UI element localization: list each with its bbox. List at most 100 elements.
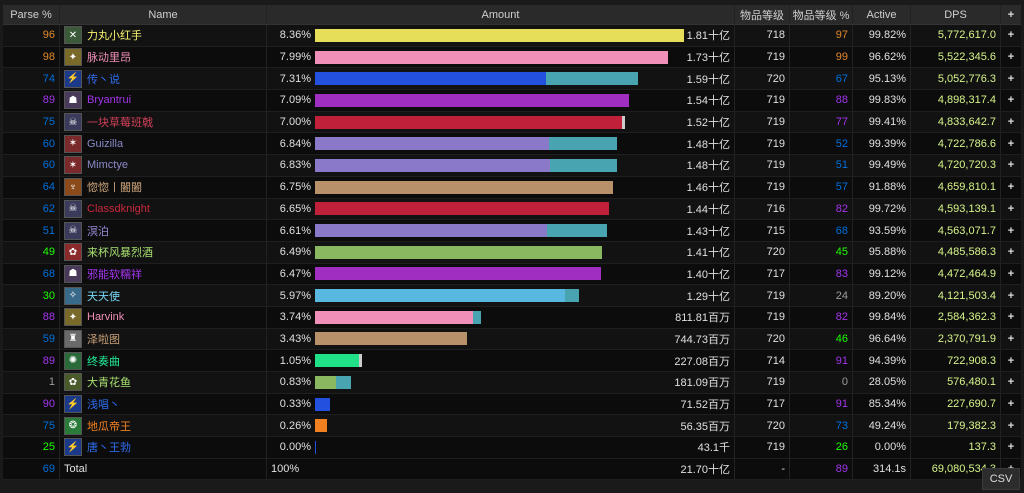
player-name-cell[interactable]: ♜ 泽啦图 (60, 328, 267, 350)
table-row[interactable]: 96 ✕ 力丸小红手 8.36% 1.81十亿 718 97 99.82% 5,772,617.… (3, 25, 1021, 47)
player-name[interactable]: 惚惚丨闔闔 (87, 182, 142, 195)
player-name[interactable]: 唐丶王勃 (87, 442, 131, 455)
player-name[interactable]: 来杯风暴烈酒 (87, 247, 153, 260)
player-name[interactable]: 地瓜帝王 (87, 420, 131, 433)
item-level-pct: 82 (790, 306, 853, 328)
player-name-cell[interactable]: ❂ 地瓜帝王 (60, 415, 267, 437)
expand-row-button[interactable]: + (1007, 159, 1015, 172)
amount-cell: 7.99% 1.73十亿 (267, 46, 735, 68)
table-row[interactable]: 74 ⚡ 传丶说 7.31% 1.59十亿 720 67 95.13% 5,052,776.3 + (3, 68, 1021, 91)
player-name-cell[interactable]: ☠ 一块草莓班戟 (60, 111, 267, 133)
csv-export-button[interactable]: CSV (982, 468, 1020, 490)
header-name[interactable]: Name (60, 5, 267, 24)
player-name-cell[interactable]: ♆ 惚惚丨闔闔 (60, 176, 267, 198)
table-row[interactable]: 89 ☗ Bryantrui 7.09% 1.54十亿 719 88 99.83% 4,898,… (3, 90, 1021, 112)
player-name-cell[interactable]: ✿ 来杯风暴烈酒 (60, 241, 267, 263)
table-row[interactable]: 25 ⚡ 唐丶王勃 0.00% 43.1千 719 26 0.00% 137.3 + (3, 437, 1021, 459)
table-row[interactable]: 64 ♆ 惚惚丨闔闔 6.75% 1.46十亿 719 57 91.88% 4,659,810.… (3, 176, 1021, 199)
header-expand[interactable]: + (1007, 8, 1015, 21)
expand-row-button[interactable]: + (1007, 354, 1015, 367)
player-name[interactable]: 传丶说 (87, 73, 120, 86)
header-item-level[interactable]: 物品等级 (735, 5, 790, 24)
player-name-cell[interactable]: ✦ 脉动里昂 (60, 46, 267, 68)
expand-row-button[interactable]: + (1007, 267, 1015, 280)
expand-row-button[interactable]: + (1007, 224, 1015, 237)
table-row[interactable]: 90 ⚡ 浅唱丶 0.33% 71.52百万 717 91 85.34% 227,690.7 + (3, 393, 1021, 416)
player-name-cell[interactable]: ✶ Guizilla (60, 133, 267, 155)
header-dps[interactable]: DPS (911, 5, 1001, 24)
expand-row-button[interactable]: + (1007, 181, 1015, 194)
expand-row-button[interactable]: + (1007, 376, 1015, 389)
expand-row-button[interactable]: + (1007, 289, 1015, 302)
expand-row-button[interactable]: + (1007, 72, 1015, 85)
table-row[interactable]: 59 ♜ 泽啦图 3.43% 744.73百万 720 46 96.64% 2,370,791.… (3, 328, 1021, 351)
player-name-cell[interactable]: ✶ Mimctye (60, 155, 267, 176)
player-name-cell[interactable]: ☗ 邪能软糯祥 (60, 263, 267, 285)
player-name[interactable]: 大青花鱼 (87, 377, 131, 390)
table-row[interactable]: 51 ☠ 溟泊 6.61% 1.43十亿 715 68 93.59% 4,563,071.7 + (3, 220, 1021, 242)
player-name[interactable]: 力丸小红手 (87, 30, 142, 43)
amount-value: 181.09百万 (674, 377, 730, 390)
expand-row-button[interactable]: + (1007, 311, 1015, 324)
expand-row-button[interactable]: + (1007, 332, 1015, 345)
expand-row-button[interactable]: + (1007, 137, 1015, 150)
expand-row-button[interactable]: + (1007, 51, 1015, 64)
player-name[interactable]: 泽啦图 (87, 333, 120, 346)
player-name-cell[interactable]: ✺ 终奏曲 (60, 350, 267, 371)
player-name-cell[interactable]: ✿ 大青花鱼 (60, 372, 267, 393)
player-name[interactable]: 脉动里昂 (87, 52, 131, 65)
expand-row-button[interactable]: + (1007, 246, 1015, 259)
dps-value: 576,480.1 (911, 372, 1001, 393)
header-parse[interactable]: Parse % (3, 5, 60, 24)
player-name-cell[interactable]: ✦ Harvink (60, 306, 267, 328)
player-name-cell[interactable]: ☠ Classdknight (60, 198, 267, 220)
player-name-cell[interactable]: ⚡ 浅唱丶 (60, 393, 267, 415)
player-name[interactable]: 天天使 (87, 290, 120, 303)
player-name[interactable]: Mimctye (87, 159, 128, 172)
item-level: 719 (735, 90, 790, 111)
player-name[interactable]: Harvink (87, 311, 125, 324)
table-row[interactable]: 88 ✦ Harvink 3.74% 811.81百万 719 82 99.84% 2,584,… (3, 306, 1021, 329)
expand-row-button[interactable]: + (1007, 202, 1015, 215)
amount-bar-secondary (358, 354, 362, 368)
table-row[interactable]: 98 ✦ 脉动里昂 7.99% 1.73十亿 719 99 96.62% 5,522,345.6… (3, 46, 1021, 69)
amount-cell: 6.61% 1.43十亿 (267, 220, 735, 241)
table-row[interactable]: 1 ✿ 大青花鱼 0.83% 181.09百万 719 0 28.05% 576,480.1 + (3, 372, 1021, 394)
table-row[interactable]: 75 ☠ 一块草莓班戟 7.00% 1.52十亿 719 77 99.41% 4,833,642… (3, 111, 1021, 134)
player-name[interactable]: 终奏曲 (87, 355, 120, 368)
player-name[interactable]: Classdknight (87, 202, 150, 215)
table-row[interactable]: 62 ☠ Classdknight 6.65% 1.44十亿 716 82 99.72% 4,5… (3, 198, 1021, 221)
dps-value: 4,593,139.1 (911, 198, 1001, 220)
player-name[interactable]: 浅唱丶 (87, 399, 120, 412)
table-row[interactable]: 60 ✶ Guizilla 6.84% 1.48十亿 719 52 99.39% 4,722,7… (3, 133, 1021, 156)
expand-row-button[interactable]: + (1007, 94, 1015, 107)
player-name-cell[interactable]: ✧ 天天使 (60, 285, 267, 306)
table-row[interactable]: 89 ✺ 终奏曲 1.05% 227.08百万 714 91 94.39% 722,908.3 + (3, 350, 1021, 372)
player-name-cell[interactable]: ⚡ 传丶说 (60, 68, 267, 90)
expand-row-button[interactable]: + (1007, 29, 1015, 42)
expand-row-button[interactable]: + (1007, 419, 1015, 432)
player-name-cell[interactable]: ☠ 溟泊 (60, 220, 267, 241)
header-active[interactable]: Active (853, 5, 911, 24)
player-name-cell[interactable]: ✕ 力丸小红手 (60, 25, 267, 46)
player-name-cell[interactable]: ⚡ 唐丶王勃 (60, 437, 267, 458)
table-row[interactable]: 30 ✧ 天天使 5.97% 1.29十亿 719 24 89.20% 4,121,503.4 + (3, 285, 1021, 307)
table-row[interactable]: 49 ✿ 来杯风暴烈酒 6.49% 1.41十亿 720 45 95.88% 4,485,586… (3, 241, 1021, 264)
player-name[interactable]: 邪能软糯祥 (87, 268, 142, 281)
player-name-cell[interactable]: ☗ Bryantrui (60, 90, 267, 111)
player-name[interactable]: 溟泊 (87, 225, 109, 238)
amount-pct: 3.74% (279, 311, 311, 324)
table-row[interactable]: 75 ❂ 地瓜帝王 0.26% 56.35百万 720 73 49.24% 179,382.3 + (3, 415, 1021, 438)
expand-row-button[interactable]: + (1007, 116, 1015, 129)
header-item-level-pct[interactable]: 物品等级 % (790, 5, 853, 24)
player-name[interactable]: 一块草莓班戟 (87, 117, 153, 130)
expand-row-button[interactable]: + (1007, 441, 1015, 454)
expand-row-button[interactable]: + (1007, 398, 1015, 411)
table-row[interactable]: 60 ✶ Mimctye 6.83% 1.48十亿 719 51 99.49% 4,720,72… (3, 155, 1021, 177)
table-row[interactable]: 68 ☗ 邪能软糯祥 6.47% 1.40十亿 717 83 99.12% 4,472,464.… (3, 263, 1021, 286)
player-name[interactable]: Bryantrui (87, 94, 132, 107)
amount-value: 1.29十亿 (686, 290, 730, 303)
item-level: 719 (735, 437, 790, 458)
player-name[interactable]: Guizilla (87, 137, 124, 150)
header-amount[interactable]: Amount (267, 5, 735, 24)
